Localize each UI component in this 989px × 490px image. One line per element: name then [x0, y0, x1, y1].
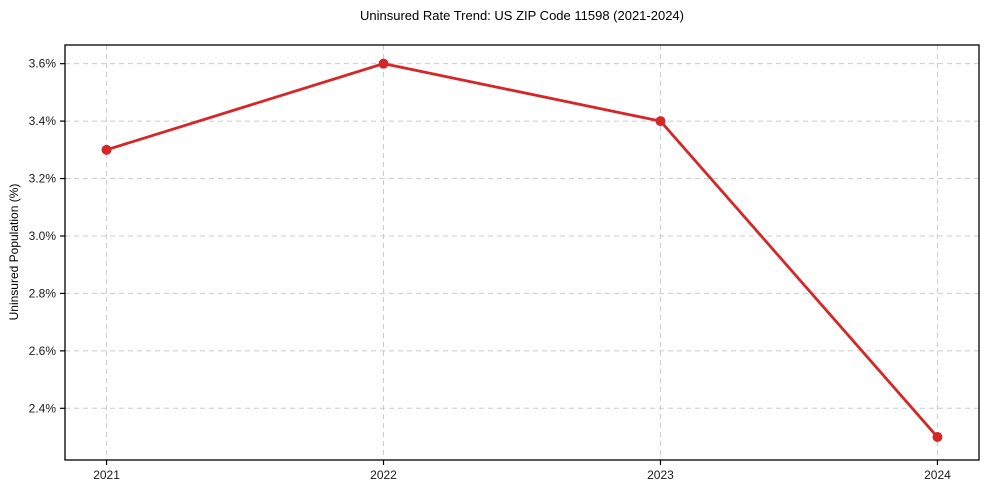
y-axis-label: Uninsured Population (%)	[7, 183, 21, 321]
x-tick-label: 2023	[647, 468, 674, 482]
plot-frame	[64, 44, 980, 461]
y-tick-label: 3.0%	[29, 229, 57, 243]
x-tick-label: 2022	[370, 468, 397, 482]
y-tick-label: 3.4%	[29, 114, 57, 128]
chart-title: Uninsured Rate Trend: US ZIP Code 11598 …	[360, 8, 684, 23]
data-point-marker	[932, 432, 943, 443]
y-tick-label: 2.4%	[29, 401, 57, 415]
y-tick-label: 2.6%	[29, 344, 57, 358]
x-tick-label: 2021	[93, 468, 120, 482]
y-tick-label: 3.6%	[29, 57, 57, 71]
x-tick-label: 2024	[924, 468, 951, 482]
trend-line	[105, 62, 939, 439]
y-tick-label: 2.8%	[29, 286, 57, 300]
data-point-marker	[101, 144, 112, 155]
y-tick-label: 3.2%	[29, 172, 57, 186]
data-point-marker	[655, 116, 666, 127]
data-point-marker	[378, 58, 389, 69]
